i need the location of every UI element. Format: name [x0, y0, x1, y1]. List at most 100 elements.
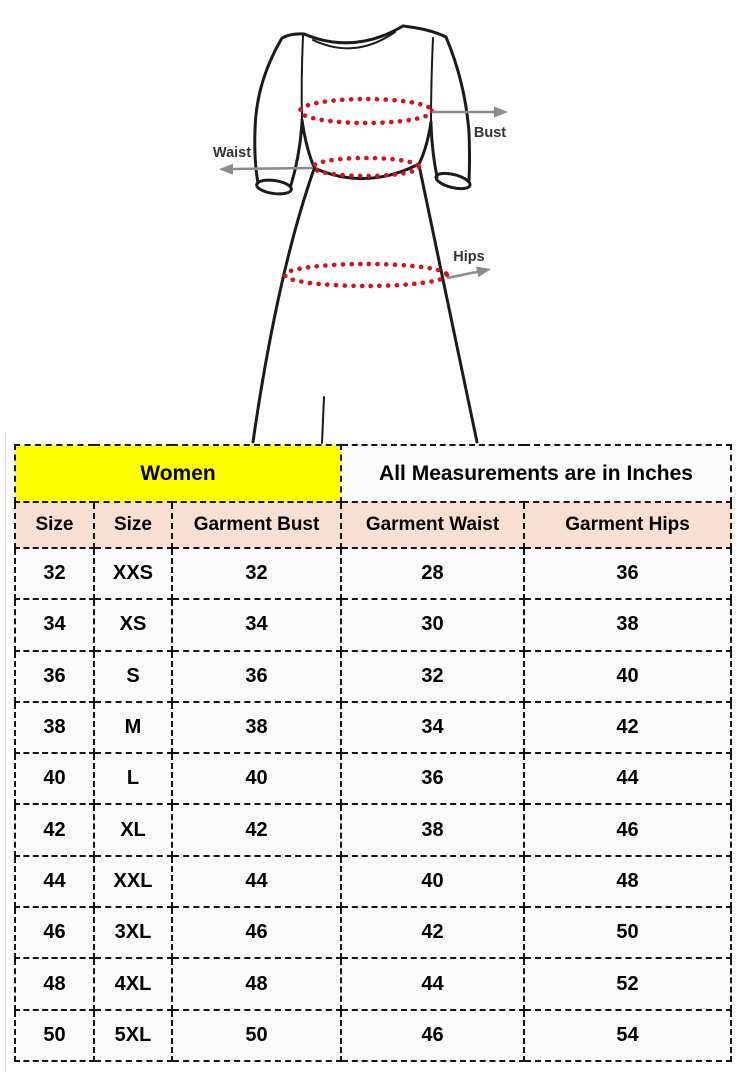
bust-cell: 44 [170, 854, 343, 909]
size-code-cell: XS [93, 598, 173, 652]
size-code-cell: XXL [93, 854, 173, 909]
size-num-cell: 36 [14, 649, 95, 703]
waist-cell: 30 [340, 598, 526, 652]
hips-cell: 40 [523, 649, 733, 703]
hips-cell: 42 [523, 700, 733, 755]
table-row: 34 XS 34 30 38 [14, 598, 733, 652]
left-sleeve-outer [253, 32, 306, 185]
left-cuff [255, 178, 293, 196]
size-num-cell: 48 [14, 957, 95, 1011]
waist-cell: 44 [340, 957, 526, 1011]
table-row: 50 5XL 50 46 54 [14, 1008, 733, 1063]
right-sleeve-outer [401, 24, 471, 182]
bust-cell: 50 [170, 1008, 343, 1063]
collar-inner-line [312, 31, 396, 50]
size-code-cell: XL [93, 803, 173, 857]
bust-measure-ellipse [297, 96, 435, 126]
bust-cell: 48 [170, 957, 343, 1011]
size-code-cell: 4XL [93, 957, 173, 1011]
waist-cell: 40 [340, 854, 526, 909]
table-row: 38 M 38 34 42 [14, 700, 733, 755]
col-header-garment-waist: Garment Waist [340, 501, 526, 549]
skirt-slit-line [321, 396, 325, 444]
page-edge-artifact [5, 432, 6, 1072]
left-sleeve-inner [289, 120, 304, 187]
table-row: 40 L 40 36 44 [14, 752, 733, 806]
hips-measure-ellipse [282, 261, 450, 289]
hips-cell: 38 [523, 598, 733, 652]
col-header-garment-bust: Garment Bust [170, 501, 343, 549]
table-row: 32 XXS 32 28 36 [14, 546, 733, 601]
waist-cell: 34 [340, 700, 526, 755]
waist-cell: 32 [340, 649, 526, 703]
col-header-size-num: Size [14, 501, 95, 549]
right-armhole-seam [430, 37, 434, 123]
table-row: 42 XL 42 38 46 [14, 803, 733, 857]
bust-cell: 34 [170, 598, 343, 652]
right-cuff [434, 171, 472, 191]
waist-cell: 28 [340, 546, 526, 601]
bust-cell: 32 [170, 546, 343, 601]
col-header-size-code: Size [93, 501, 173, 549]
dress-outline [251, 24, 479, 444]
size-num-cell: 38 [14, 700, 95, 755]
bust-cell: 38 [170, 700, 343, 755]
size-code-cell: M [93, 700, 173, 755]
bust-arrow [432, 106, 508, 118]
size-num-cell: 40 [14, 752, 95, 806]
hips-cell: 44 [523, 752, 733, 806]
right-bodice-side [417, 120, 433, 166]
table-row: 36 S 36 32 40 [14, 649, 733, 703]
table-row: 46 3XL 46 42 50 [14, 906, 733, 960]
women-group-header: Women [13, 444, 343, 503]
size-num-cell: 50 [14, 1008, 95, 1063]
group-header-row: Women All Measurements are in Inches [13, 444, 733, 503]
size-num-cell: 46 [14, 906, 95, 960]
bust-cell: 42 [170, 803, 343, 857]
waist-label: Waist [213, 145, 251, 161]
waist-cell: 42 [340, 906, 526, 960]
waist-cell: 46 [340, 1008, 526, 1063]
bust-arrow-head [494, 106, 508, 118]
hips-label: Hips [453, 249, 484, 265]
hips-cell: 48 [523, 854, 733, 909]
hips-cell: 52 [523, 957, 733, 1011]
waist-cell: 36 [340, 752, 526, 806]
bust-cell: 40 [170, 752, 343, 806]
table-row: 44 XXL 44 40 48 [14, 854, 733, 909]
column-header-row: Size Size Garment Bust Garment Waist Gar… [14, 501, 733, 549]
bust-cell: 36 [170, 649, 343, 703]
waist-measure-ellipse [310, 155, 422, 179]
size-code-cell: XXS [93, 546, 173, 601]
size-code-cell: 3XL [93, 906, 173, 960]
size-num-cell: 34 [14, 598, 95, 652]
collar-outer-line [302, 24, 405, 45]
size-code-cell: L [93, 752, 173, 806]
bust-label: Bust [474, 125, 506, 141]
right-sleeve-inner [429, 122, 439, 179]
waist-cell: 38 [340, 803, 526, 857]
waist-arrow [219, 163, 314, 175]
hips-cell: 50 [523, 906, 733, 960]
left-skirt-side [251, 167, 316, 444]
size-num-cell: 42 [14, 803, 95, 857]
measurement-diagram: Bust Waist Hips [213, 24, 508, 444]
hips-cell: 46 [523, 803, 733, 857]
hips-arrow-head [476, 266, 491, 278]
col-header-garment-hips: Garment Hips [523, 501, 733, 549]
waist-arrow-head [219, 163, 233, 175]
hips-cell: 54 [523, 1008, 733, 1063]
size-num-cell: 32 [14, 546, 95, 601]
size-code-cell: 5XL [93, 1008, 173, 1063]
units-group-header: All Measurements are in Inches [340, 444, 733, 503]
table-row: 48 4XL 48 44 52 [14, 957, 733, 1011]
size-code-cell: S [93, 649, 173, 703]
hips-arrow [446, 266, 491, 280]
hips-cell: 36 [523, 546, 733, 601]
right-skirt-side [417, 163, 479, 444]
bust-cell: 46 [170, 906, 343, 960]
size-num-cell: 44 [14, 854, 95, 909]
left-bodice-side [300, 118, 316, 169]
size-chart-table: Women All Measurements are in Inches Siz… [13, 444, 733, 1063]
